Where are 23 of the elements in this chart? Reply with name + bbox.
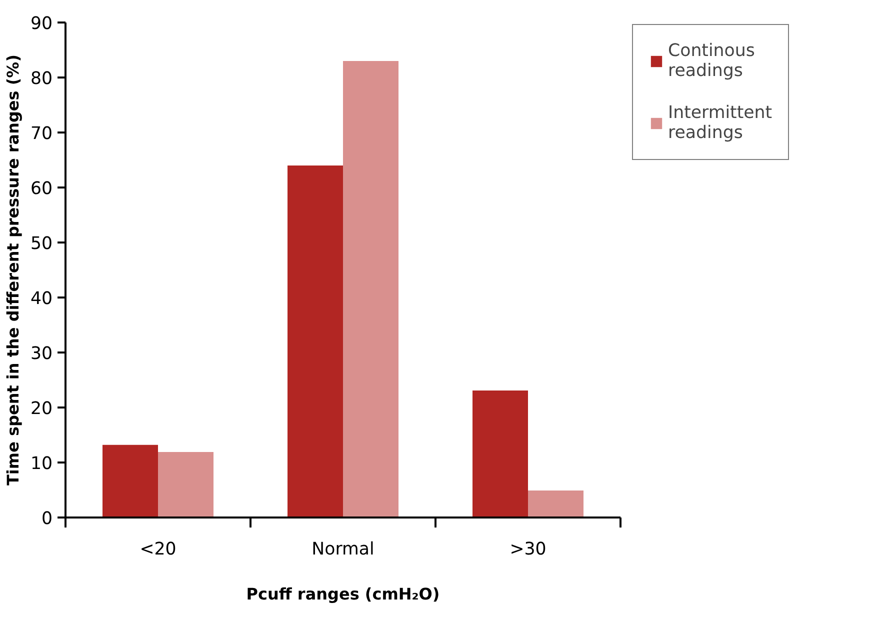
bar — [472, 390, 528, 518]
x-tick-label: <20 — [140, 540, 176, 560]
legend-label: Intermittent readings — [668, 103, 772, 143]
y-axis-title: Time spent in the different pressure ranges (%) — [3, 54, 22, 486]
bar — [158, 452, 214, 518]
y-tick-label: 90 — [30, 14, 53, 34]
y-tick-label: 70 — [30, 124, 53, 144]
bar — [528, 490, 584, 518]
y-tick-label: 0 — [41, 509, 53, 529]
y-tick-label: 60 — [30, 179, 53, 199]
y-tick-label: 80 — [30, 69, 53, 89]
y-tick-label: 40 — [30, 289, 53, 309]
bar — [343, 61, 398, 518]
y-tick-label: 20 — [30, 399, 53, 419]
y-tick-label: 30 — [30, 344, 53, 364]
y-tick-label: 10 — [30, 454, 53, 474]
bar — [288, 166, 343, 518]
bar — [102, 444, 158, 518]
x-tick-label: Normal — [312, 540, 374, 560]
x-tick-label: >30 — [510, 540, 546, 560]
y-tick-label: 50 — [30, 234, 53, 254]
x-axis-title: Pcuff ranges (cmH₂O) — [246, 584, 440, 604]
legend-label: Continous readings — [668, 41, 755, 81]
